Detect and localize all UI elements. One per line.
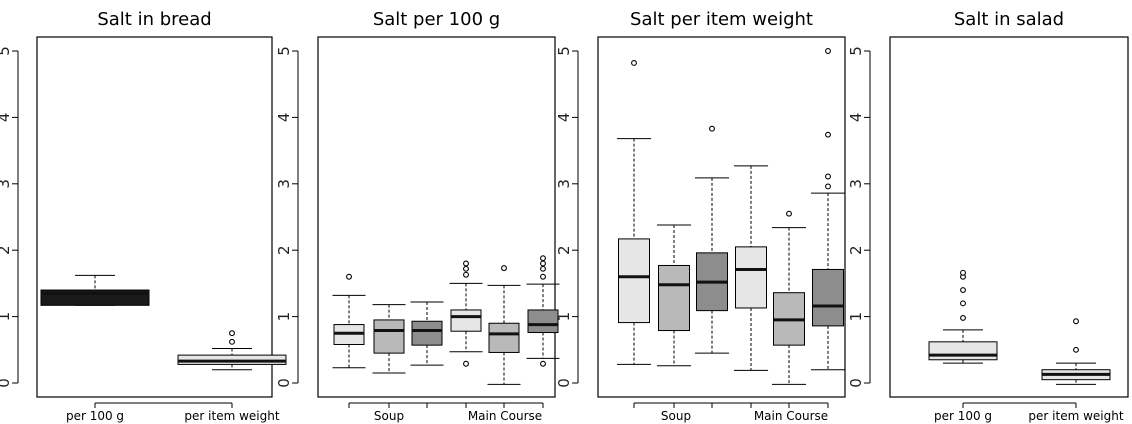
panel-4: Salt in salad 0 1 2 3 4 5 per 100 g per item wei… [847, 9, 1129, 423]
outlier-point [229, 330, 235, 337]
y-tick-label: 0 [555, 378, 573, 388]
panel-title: Salt in salad [954, 9, 1064, 30]
y-tick-label: 0 [275, 378, 293, 388]
x-tick-label: per item weight [1028, 409, 1123, 423]
y-tick-label: 5 [275, 46, 293, 56]
outlier-point [960, 314, 966, 321]
box-iqr [373, 319, 405, 354]
outlier-point [540, 360, 546, 367]
y-tick-label: 1 [0, 312, 13, 322]
y-tick-label: 2 [847, 245, 865, 255]
y-tick-label: 0 [847, 378, 865, 388]
panel-1: Salt in bread 0 1 2 3 4 5 per 100 g per item wei… [0, 9, 287, 423]
box-iqr [812, 268, 844, 327]
plot-frame [317, 36, 556, 398]
y-tick-label: 1 [555, 312, 573, 322]
box-2 [656, 224, 692, 367]
y-tick-label: 1 [847, 312, 865, 322]
plot-frame [889, 36, 1129, 398]
y-tick-label: 3 [275, 179, 293, 189]
x-tick-label: per 100 g [66, 409, 124, 423]
outlier-point [229, 338, 235, 345]
box-2 [177, 330, 287, 371]
y-tick-label: 3 [0, 179, 13, 189]
y-tick-label: 2 [275, 245, 293, 255]
outlier-point [501, 265, 507, 272]
y-tick-label: 3 [847, 179, 865, 189]
box-4 [449, 260, 483, 367]
y-tick-label: 5 [847, 46, 865, 56]
plot-frame [36, 36, 273, 398]
outlier-point [825, 131, 831, 138]
outlier-point [825, 183, 831, 190]
outlier-point [463, 260, 469, 267]
box-3 [694, 125, 730, 354]
panel-3: Salt per item weight 0 1 2 3 4 5 Soup Main Cours… [555, 9, 846, 423]
y-tick-label: 4 [847, 113, 865, 123]
box-4 [733, 165, 769, 371]
box-1 [928, 269, 998, 364]
panel-title: Salt per 100 g [373, 9, 500, 30]
outlier-point [1073, 346, 1079, 353]
y-tick-label: 0 [0, 378, 13, 388]
y-tick-label: 5 [555, 46, 573, 56]
box-iqr [735, 246, 767, 309]
box-1 [616, 60, 652, 365]
outlier-point [540, 265, 546, 272]
box-iqr [450, 309, 482, 332]
outlier-point [1073, 318, 1079, 325]
box-iqr [658, 264, 690, 332]
outlier-point [960, 300, 966, 307]
box-1 [332, 273, 366, 369]
x-tick-label: Soup [374, 409, 404, 423]
outlier-point [631, 60, 637, 66]
box-iqr [618, 238, 650, 324]
outlier-point [540, 273, 546, 280]
outlier-point [346, 273, 352, 280]
box-2 [1041, 318, 1111, 385]
x-tick-label: Main Course [468, 409, 542, 423]
x-tick-label: per item weight [184, 409, 279, 423]
outlier-point [540, 255, 546, 262]
x-tick-label: Main Course [754, 409, 828, 423]
box-iqr [527, 309, 559, 334]
box-5 [771, 210, 807, 385]
y-tick-label: 4 [555, 113, 573, 123]
panel-title: Salt in bread [97, 9, 211, 30]
outlier-point [463, 265, 469, 272]
panel-2: Salt per 100 g 0 1 2 3 4 5 Soup Main Course [275, 9, 560, 423]
box-iqr [488, 322, 520, 353]
outlier-point [960, 287, 966, 293]
box-6 [810, 48, 846, 371]
outlier-point [960, 269, 966, 276]
x-tick-label: per 100 g [934, 409, 992, 423]
y-tick-label: 4 [0, 113, 13, 123]
box-1 [40, 274, 150, 306]
box-3 [410, 301, 444, 366]
y-tick-label: 2 [0, 245, 13, 255]
outlier-point [463, 360, 469, 367]
box-iqr [411, 320, 443, 346]
y-tick-label: 2 [555, 245, 573, 255]
y-tick-label: 1 [275, 312, 293, 322]
plot-frame [597, 36, 846, 398]
outlier-point [540, 260, 546, 267]
box-5 [487, 265, 521, 385]
outlier-point [463, 271, 469, 278]
outlier-point [825, 173, 831, 180]
box-iqr [928, 341, 998, 361]
y-tick-label: 4 [275, 113, 293, 123]
outlier-point [786, 210, 792, 217]
outlier-point [825, 48, 831, 54]
outlier-point [709, 125, 715, 132]
y-tick-label: 5 [0, 46, 13, 56]
panel-title: Salt per item weight [630, 9, 813, 30]
box-6 [526, 255, 560, 367]
x-tick-label: Soup [661, 409, 691, 423]
y-tick-label: 3 [555, 179, 573, 189]
box-2 [372, 304, 406, 374]
